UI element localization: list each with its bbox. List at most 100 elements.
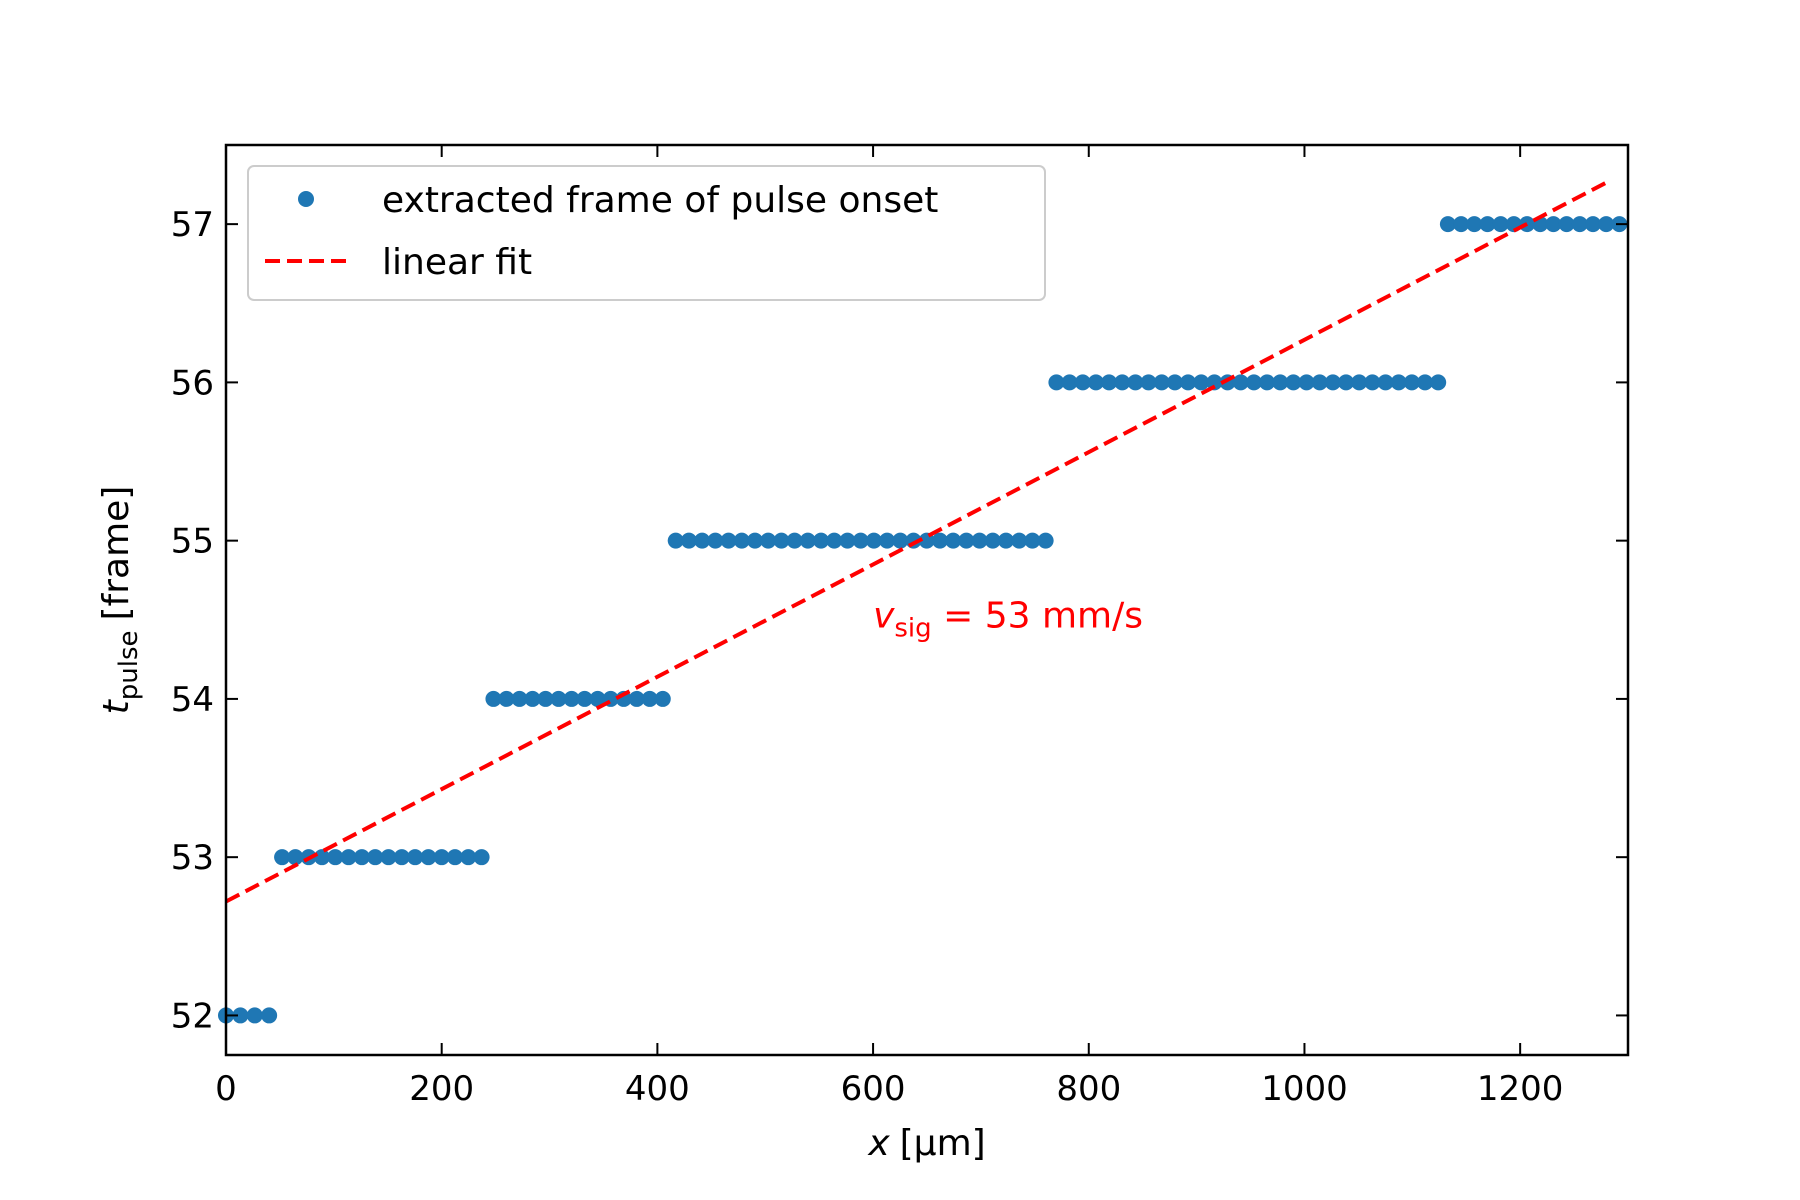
data-point <box>367 849 384 866</box>
data-point <box>1245 374 1262 391</box>
data-point <box>628 690 645 707</box>
data-point <box>984 532 1001 549</box>
y-tick-label: 52 <box>171 996 214 1036</box>
data-point <box>460 849 477 866</box>
data-point <box>971 532 988 549</box>
legend-label-points: extracted frame of pulse onset <box>382 180 938 221</box>
data-point <box>1037 532 1054 549</box>
data-point <box>1074 374 1091 391</box>
data-point <box>550 690 567 707</box>
data-point <box>246 1007 263 1024</box>
data-point <box>1153 374 1170 391</box>
data-point <box>813 532 830 549</box>
data-point <box>380 849 397 866</box>
data-point <box>1439 216 1456 233</box>
y-axis-label: tpulse [frame] <box>96 486 144 715</box>
data-point <box>1259 374 1276 391</box>
x-tick-label: 0 <box>215 1069 237 1109</box>
data-point <box>524 690 541 707</box>
data-point <box>879 532 896 549</box>
data-point <box>1061 374 1078 391</box>
data-point <box>1232 374 1249 391</box>
data-point <box>852 532 869 549</box>
legend-marker-points <box>298 191 314 207</box>
data-point <box>433 849 450 866</box>
data-point <box>1140 374 1157 391</box>
x-tick-label: 800 <box>1056 1069 1121 1109</box>
data-point <box>1285 374 1302 391</box>
data-point <box>958 532 975 549</box>
x-tick-label: 600 <box>841 1069 906 1109</box>
annotation-value: = 53 mm/s <box>932 596 1143 637</box>
data-point <box>485 690 502 707</box>
legend-box <box>247 165 1046 301</box>
data-point <box>931 532 948 549</box>
data-point <box>680 532 697 549</box>
data-point <box>1351 374 1368 391</box>
data-point <box>1364 374 1381 391</box>
data-point <box>232 1007 249 1024</box>
data-point <box>393 849 410 866</box>
annotation-variable: v <box>873 596 895 637</box>
velocity-annotation: vsig = 53 mm/s <box>873 596 1143 644</box>
data-point <box>1377 374 1394 391</box>
data-point <box>839 532 856 549</box>
data-point <box>997 532 1014 549</box>
data-point <box>654 690 671 707</box>
data-point <box>1024 532 1041 549</box>
data-point <box>1298 374 1315 391</box>
data-point <box>407 849 424 866</box>
data-point <box>746 532 763 549</box>
data-point <box>1390 374 1407 391</box>
y-axis-unit: [frame] <box>96 486 137 621</box>
y-tick-label: 53 <box>171 838 214 878</box>
data-point <box>420 849 437 866</box>
data-point <box>641 690 658 707</box>
data-point <box>799 532 816 549</box>
data-point <box>1114 374 1131 391</box>
data-point <box>1101 374 1118 391</box>
data-point <box>1558 216 1575 233</box>
data-point <box>1272 374 1289 391</box>
data-point <box>261 1007 278 1024</box>
data-point <box>1206 374 1223 391</box>
data-point <box>945 532 962 549</box>
data-point <box>274 849 291 866</box>
data-point <box>1166 374 1183 391</box>
y-tick-label: 57 <box>171 205 214 245</box>
data-point <box>1324 374 1341 391</box>
legend-label-fit: linear fit <box>382 242 532 283</box>
data-point <box>1584 216 1601 233</box>
data-point <box>892 532 909 549</box>
y-axis-variable: t <box>96 698 137 714</box>
data-point <box>1048 374 1065 391</box>
data-points <box>218 216 1628 1024</box>
data-point <box>1571 216 1588 233</box>
plot-border <box>224 143 1630 1057</box>
data-point <box>1479 216 1496 233</box>
x-axis-unit: [µm] <box>900 1123 986 1164</box>
tick-marks <box>225 145 1628 1055</box>
data-point <box>287 849 304 866</box>
data-point <box>1338 374 1355 391</box>
x-axis-variable: x <box>867 1123 890 1164</box>
data-point <box>313 849 330 866</box>
data-point <box>446 849 463 866</box>
y-tick-label: 55 <box>171 522 214 562</box>
data-point <box>1403 374 1420 391</box>
data-point <box>786 532 803 549</box>
data-point <box>511 690 528 707</box>
data-point <box>563 690 580 707</box>
x-tick-label: 1000 <box>1261 1069 1348 1109</box>
data-point <box>589 690 606 707</box>
data-point <box>760 532 777 549</box>
y-tick-label: 54 <box>171 680 214 720</box>
x-tick-label: 400 <box>625 1069 690 1109</box>
data-point <box>720 532 737 549</box>
tick-labels: 0 200 400 600 800 1000 1200 52 53 54 55 56 57 <box>171 205 1564 1109</box>
data-point <box>1492 216 1509 233</box>
data-point <box>1466 216 1483 233</box>
data-point <box>1545 216 1562 233</box>
data-point <box>694 532 711 549</box>
data-point <box>865 532 882 549</box>
